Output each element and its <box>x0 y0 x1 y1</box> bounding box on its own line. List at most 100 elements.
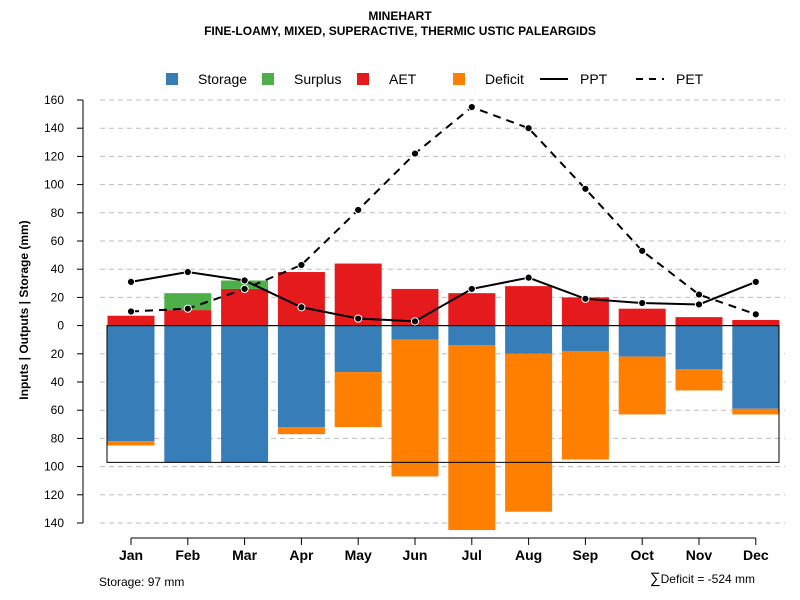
deficit-summary-text: Deficit = -524 mm <box>660 572 755 586</box>
x-tick-label-may: May <box>345 547 372 563</box>
ppt-point-jun <box>410 317 420 326</box>
pet-point-apr <box>297 260 306 270</box>
legend-label-aet: AET <box>389 71 417 87</box>
pet-point-nov <box>694 290 704 299</box>
storage-bar-nov <box>675 325 723 370</box>
aet-bar-oct <box>618 308 666 326</box>
pet-line <box>130 105 757 316</box>
x-tick-label-feb: Feb <box>175 547 200 563</box>
ppt-point-mar <box>240 276 249 285</box>
pet-point-oct <box>638 246 647 255</box>
legend-swatch-storage <box>166 73 178 85</box>
surplus-bar-feb <box>164 293 212 311</box>
ppt-point-nov <box>694 300 704 309</box>
ppt-point-jan <box>126 277 136 286</box>
storage-bar-aug <box>505 325 553 354</box>
x-tick-label-jul: Jul <box>462 547 482 563</box>
aet-bar-dec <box>732 319 780 326</box>
y-tick-label: 40 <box>51 375 65 389</box>
ppt-point-dec <box>751 277 760 286</box>
aet-bar-feb <box>164 310 212 326</box>
storage-bar-oct <box>618 325 666 357</box>
pet-point-feb <box>183 304 192 313</box>
x-tick-label-aug: Aug <box>515 547 542 563</box>
aet-bar-aug <box>505 286 553 326</box>
deficit-bar-jul <box>448 345 496 531</box>
x-tick-label-dec: Dec <box>743 547 769 563</box>
deficit-bar-jan <box>107 441 155 446</box>
pet-point-jun <box>410 149 420 158</box>
y-tick-label: 40 <box>51 262 65 276</box>
storage-bar-may <box>334 325 382 373</box>
y-tick-label: 100 <box>44 178 64 192</box>
y-tick-label: 60 <box>51 234 65 248</box>
legend-label-surplus: Surplus <box>294 71 341 87</box>
ppt-point-sep <box>581 294 590 303</box>
legend-swatch-surplus <box>262 73 274 85</box>
pet-point-sep <box>581 184 590 193</box>
storage-bar-feb <box>164 325 212 463</box>
y-tick-label: 20 <box>51 290 65 304</box>
storage-bar-apr <box>277 325 325 428</box>
ppt-point-oct <box>638 298 647 308</box>
deficit-bar-apr <box>277 427 325 435</box>
storage-capacity-box <box>106 325 780 463</box>
y-tick-label: 80 <box>51 431 65 445</box>
pet-point-mar <box>240 284 249 294</box>
legend-label-storage: Storage <box>198 71 247 87</box>
legend-swatch-aet <box>357 73 369 85</box>
pet-point-dec <box>751 310 760 319</box>
deficit-bar-sep <box>561 350 609 460</box>
storage-bar-jun <box>391 325 439 340</box>
deficit-bar-oct <box>618 356 666 415</box>
storage-summary: Storage: 97 mm <box>99 575 185 589</box>
y-tick-label: 120 <box>44 149 64 163</box>
deficit-bar-jun <box>391 339 439 477</box>
deficit-bar-may <box>334 372 382 428</box>
pet-point-jul <box>467 102 476 112</box>
ppt-point-apr <box>297 303 306 312</box>
deficit-bar-dec <box>732 408 780 415</box>
y-tick-label: 20 <box>51 347 65 361</box>
y-tick-label: 0 <box>57 319 64 333</box>
x-tick-label-oct: Oct <box>631 547 655 563</box>
surplus-bar-mar <box>221 280 269 289</box>
y-tick-label: 160 <box>44 93 64 107</box>
deficit-bar-aug <box>505 353 553 512</box>
x-tick-label-apr: Apr <box>289 547 314 563</box>
chart-title: MINEHART <box>368 9 432 23</box>
y-tick-label: 100 <box>44 460 64 474</box>
y-tick-label: 80 <box>51 206 65 220</box>
x-tick-label-jan: Jan <box>119 547 143 563</box>
y-tick-label: 140 <box>44 121 64 135</box>
x-tick-label-sep: Sep <box>573 547 599 563</box>
legend-label-pet: PET <box>676 71 704 87</box>
ppt-point-jul <box>467 284 476 294</box>
pet-point-jan <box>126 307 136 316</box>
storage-bar-mar <box>221 325 269 463</box>
legend-swatch-deficit <box>453 73 465 85</box>
legend-label-ppt: PPT <box>580 71 608 87</box>
pet-point-may <box>354 205 363 215</box>
legend-label-deficit: Deficit <box>485 71 524 87</box>
ppt-point-feb <box>183 267 192 277</box>
y-tick-label: 120 <box>44 488 64 502</box>
ppt-point-aug <box>524 273 533 282</box>
chart-subtitle: FINE-LOAMY, MIXED, SUPERACTIVE, THERMIC … <box>204 24 596 38</box>
aet-bar-jan <box>107 315 155 326</box>
storage-bar-jul <box>448 325 496 346</box>
storage-bar-jan <box>107 325 155 442</box>
storage-bar-dec <box>732 325 780 409</box>
sigma-symbol: ∑ <box>649 570 661 587</box>
x-tick-label-mar: Mar <box>232 547 257 563</box>
aet-bar-nov <box>675 317 723 326</box>
ppt-point-may <box>354 314 363 323</box>
deficit-summary: ∑Deficit = -524 mm <box>650 570 755 587</box>
pet-point-aug <box>524 124 533 133</box>
x-tick-label-nov: Nov <box>686 547 713 563</box>
x-tick-label-jun: Jun <box>403 547 428 563</box>
y-tick-label: 140 <box>44 516 64 530</box>
storage-bar-sep <box>561 325 609 351</box>
ppt-line <box>130 271 757 323</box>
